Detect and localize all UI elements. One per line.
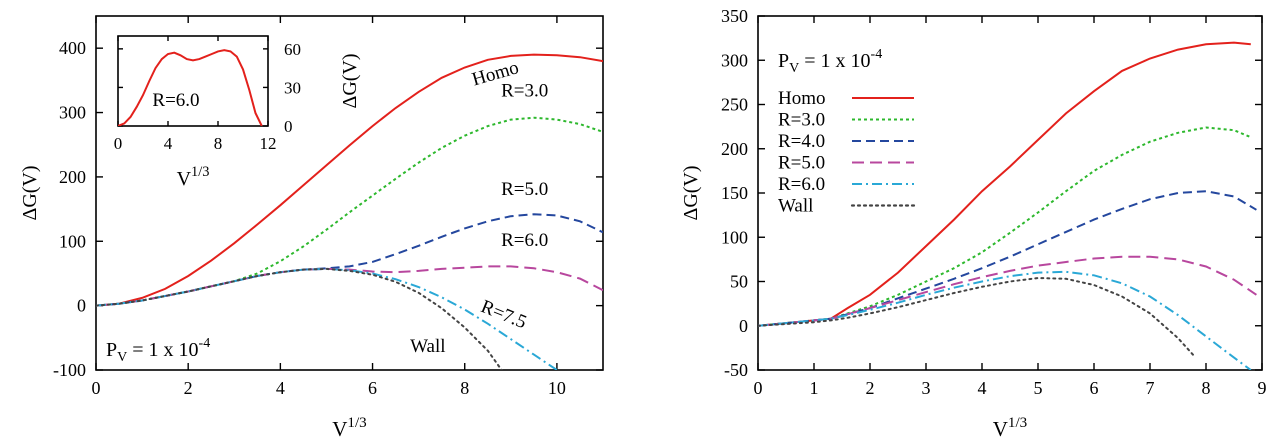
x-tick-label: 12	[260, 134, 277, 153]
pressure-label: PV = 1 x 10-4	[778, 47, 882, 76]
y-tick-label: 200	[721, 139, 748, 159]
y-tick-label: 350	[721, 6, 748, 26]
x-tick-label: 4	[276, 378, 285, 398]
y-axis-label: ΔG(V)	[19, 165, 41, 220]
x-tick-label: 0	[754, 378, 763, 398]
series-line-r-5-0	[758, 255, 1257, 327]
series-line-r-5-0	[96, 213, 603, 307]
chart-left: 0 2 4 6 8 10-1000100200300400V1/3ΔG(V)HomoR=3…	[19, 15, 604, 441]
chart-right: 0 1 2 3 4 5 6 7 8 9 -50 0 50 100 150 200 250 300 350 V1/3 ΔG…	[680, 6, 1267, 441]
y-tick-label: 0	[284, 117, 293, 136]
x-tick-label: 5	[1034, 378, 1043, 398]
plot-frame	[757, 15, 1263, 371]
x-tick-label: 2	[866, 378, 875, 398]
y-tick-label: 0	[739, 316, 748, 336]
x-tick-label: 8	[460, 378, 469, 398]
y-tick-label: 200	[59, 167, 86, 187]
inset-y-axis-label: ΔG(V)	[339, 53, 361, 108]
series-line-homo	[96, 53, 603, 307]
x-axis-label: V1/3	[993, 415, 1027, 441]
inset-chart: 0 4 8 12 0 30 60 R=6.0 V1/3 ΔG(V)	[114, 35, 361, 190]
x-tick-label: 1	[810, 378, 819, 398]
x-tick-label: 8	[214, 134, 223, 153]
x-tick-label: 2	[184, 378, 193, 398]
series-line-r-6-0	[118, 49, 263, 126]
series-annotation: R=6.0	[501, 230, 548, 251]
y-tick-label: 50	[730, 272, 748, 292]
x-tick-label: 6	[368, 378, 377, 398]
series-annotation: R=7.5	[478, 296, 530, 333]
y-tick-label: 250	[721, 95, 748, 115]
series-annotation: R=3.0	[501, 80, 548, 101]
x-tick-label: 3	[922, 378, 931, 398]
legend-label: R=5.0	[778, 153, 825, 174]
x-tick-label: 4	[164, 134, 173, 153]
y-tick-label: 30	[284, 78, 301, 97]
y-tick-label: 0	[77, 296, 86, 316]
series-line-r-6-0	[96, 265, 603, 307]
legend-label: R=4.0	[778, 131, 825, 152]
y-tick-label: 300	[721, 50, 748, 70]
x-tick-label: 6	[1090, 378, 1099, 398]
inset-x-axis-label: V1/3	[177, 164, 210, 190]
y-tick-label: 300	[59, 103, 86, 123]
pressure-label: PV = 1 x 10-4	[106, 336, 210, 365]
inset-series-label: R=6.0	[152, 90, 199, 111]
legend-label: R=3.0	[778, 110, 825, 131]
legend-label: R=6.0	[778, 174, 825, 195]
series-line-wall	[758, 276, 1196, 358]
y-tick-label: -100	[53, 360, 86, 380]
inset-background	[118, 36, 268, 126]
x-axis-label: V1/3	[332, 415, 366, 441]
legend-label: Homo	[778, 88, 826, 109]
y-tick-label: 100	[721, 227, 748, 247]
x-tick-label: 0	[114, 134, 123, 153]
y-axis-label: ΔG(V)	[680, 165, 702, 220]
y-tick-label: 150	[721, 183, 748, 203]
series-line-r-3-0	[758, 126, 1252, 327]
plot-frame	[117, 35, 269, 127]
series-line-r-4-0	[758, 190, 1257, 327]
series-annotation: R=5.0	[501, 179, 548, 200]
x-tick-label: 0	[92, 378, 101, 398]
series-line-wall	[96, 267, 503, 370]
series-annotation: Wall	[410, 336, 445, 357]
x-tick-label: 4	[978, 378, 987, 398]
series-line-homo	[758, 41, 1251, 327]
x-tick-label: 7	[1146, 378, 1155, 398]
y-tick-label: 60	[284, 40, 301, 59]
y-tick-label: 400	[59, 38, 86, 58]
y-tick-label: -50	[724, 360, 748, 380]
x-tick-label: 9	[1258, 378, 1267, 398]
legend-label: Wall	[778, 196, 813, 217]
plot-frame	[95, 15, 604, 371]
x-tick-label: 10	[548, 378, 566, 398]
series-line-r-6-0	[758, 270, 1252, 370]
x-tick-label: 8	[1202, 378, 1211, 398]
y-tick-label: 100	[59, 231, 86, 251]
